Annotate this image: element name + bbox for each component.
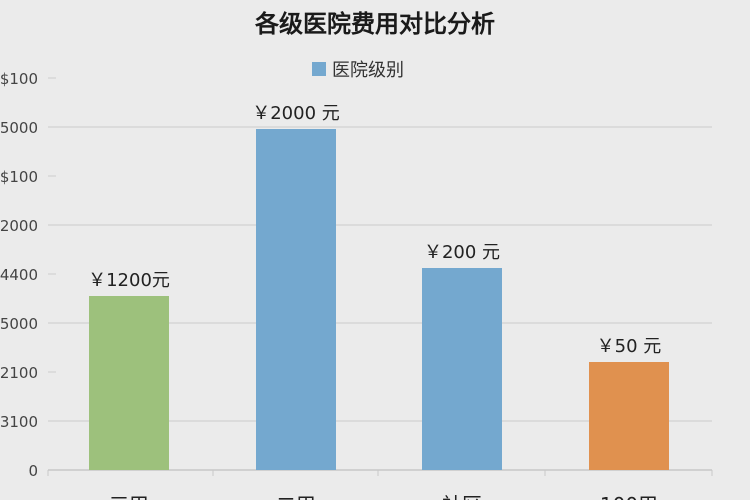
x-tick-label: 社区 — [442, 493, 482, 500]
y-tick-label: $100 — [0, 70, 38, 88]
x-tick-label: 三甲 — [109, 493, 149, 500]
bar-2 — [256, 129, 336, 470]
x-tick-label: 100甲 — [600, 493, 658, 500]
legend-label: 医院级别 — [332, 60, 404, 81]
legend: 医院级别 — [312, 56, 404, 82]
data-label: ￥1200元 — [88, 270, 170, 291]
bar-1 — [89, 296, 169, 470]
y-tick-label: $100 — [0, 168, 38, 186]
x-tick-label: 二甲 — [276, 493, 316, 500]
y-tick-label: 2100 — [0, 364, 38, 382]
bar-3 — [422, 268, 502, 470]
data-label: ￥2000 元 — [252, 103, 340, 124]
data-label: ￥50 元 — [597, 336, 662, 357]
legend-swatch — [312, 62, 326, 76]
y-tick-label: 5000 — [0, 315, 38, 333]
chart-title: 各级医院费用对比分析 — [255, 10, 495, 38]
y-tick-label: 5000 — [0, 119, 38, 137]
y-tick-label: 4400 — [0, 266, 38, 284]
y-tick-label: 3100 — [0, 413, 38, 431]
y-tick-label: 0 — [28, 462, 38, 480]
y-tick-label: 2000 — [0, 217, 38, 235]
bar-4 — [589, 362, 669, 470]
data-label: ￥200 元 — [424, 242, 500, 263]
